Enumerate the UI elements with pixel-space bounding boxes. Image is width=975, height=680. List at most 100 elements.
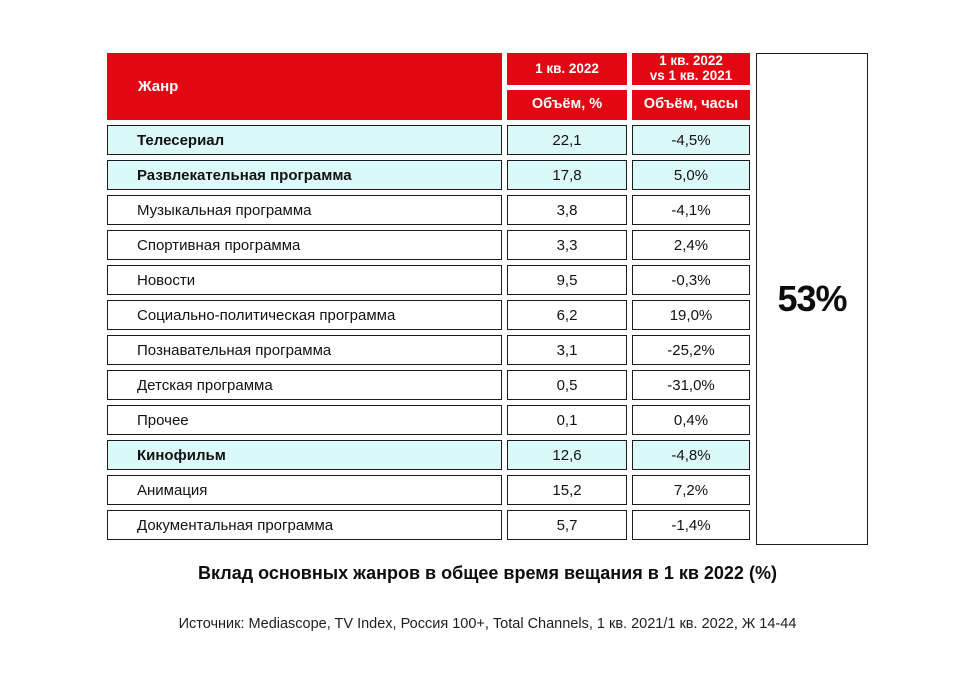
chart-caption: Вклад основных жанров в общее время веща… xyxy=(198,563,777,583)
table-row: Анимация 15,2 7,2% xyxy=(107,475,750,505)
genre-label: Развлекательная программа xyxy=(137,166,352,184)
genre-cell: Кинофильм xyxy=(107,440,502,470)
table-row: Музыкальная программа 3,8 -4,1% xyxy=(107,195,750,225)
change-cell: 2,4% xyxy=(632,230,750,260)
change-cell: -31,0% xyxy=(632,370,750,400)
volume-cell: 22,1 xyxy=(507,125,627,155)
header-change-period-cell: 1 кв. 2022 vs 1 кв. 2021 xyxy=(632,53,750,85)
table-row: Познавательная программа 3,1 -25,2% xyxy=(107,335,750,365)
header-volume-column: 1 кв. 2022 Объём, % xyxy=(507,53,627,120)
genre-cell: Анимация xyxy=(107,475,502,505)
change-cell: -4,5% xyxy=(632,125,750,155)
genres-table: Жанр 1 кв. 2022 Объём, % 1 кв. 2022 vs 1… xyxy=(107,53,750,540)
volume-cell: 3,1 xyxy=(507,335,627,365)
header-volume-metric-cell: Объём, % xyxy=(507,90,627,120)
header-change-column: 1 кв. 2022 vs 1 кв. 2021 Объём, часы xyxy=(632,53,750,120)
header-change-metric-label: Объём, часы xyxy=(643,96,739,113)
volume-value: 3,8 xyxy=(556,201,578,219)
table-row: Детская программа 0,5 -31,0% xyxy=(107,370,750,400)
change-value: -4,5% xyxy=(671,131,711,149)
change-value: 0,4% xyxy=(673,411,709,429)
genre-label: Социально-политическая программа xyxy=(137,306,396,324)
volume-value: 0,1 xyxy=(556,411,578,429)
genre-cell: Детская программа xyxy=(107,370,502,400)
table-row: Документальная программа 5,7 -1,4% xyxy=(107,510,750,540)
table-row: Социально-политическая программа 6,2 19,… xyxy=(107,300,750,330)
change-value: -4,1% xyxy=(671,201,711,219)
volume-value: 12,6 xyxy=(552,446,582,464)
volume-cell: 15,2 xyxy=(507,475,627,505)
source-note: Источник: Mediascope, TV Index, Россия 1… xyxy=(178,616,797,632)
volume-cell: 0,5 xyxy=(507,370,627,400)
change-value: -25,2% xyxy=(667,341,715,359)
volume-value: 3,3 xyxy=(556,236,578,254)
volume-cell: 3,3 xyxy=(507,230,627,260)
volume-value: 22,1 xyxy=(552,131,582,149)
header-volume-period-cell: 1 кв. 2022 xyxy=(507,53,627,85)
genre-cell: Социально-политическая программа xyxy=(107,300,502,330)
volume-cell: 3,8 xyxy=(507,195,627,225)
genre-cell: Музыкальная программа xyxy=(107,195,502,225)
change-value: 7,2% xyxy=(673,481,709,499)
volume-cell: 6,2 xyxy=(507,300,627,330)
change-cell: -25,2% xyxy=(632,335,750,365)
genre-label: Анимация xyxy=(137,481,208,499)
table-row: Новости 9,5 -0,3% xyxy=(107,265,750,295)
change-value: -0,3% xyxy=(671,271,711,289)
table-header: Жанр 1 кв. 2022 Объём, % 1 кв. 2022 vs 1… xyxy=(107,53,750,120)
header-genre-cell: Жанр xyxy=(107,53,502,120)
volume-value: 6,2 xyxy=(556,306,578,324)
header-genre-label: Жанр xyxy=(138,78,179,95)
volume-cell: 12,6 xyxy=(507,440,627,470)
genre-label: Новости xyxy=(137,271,196,289)
change-value: -1,4% xyxy=(671,516,711,534)
change-cell: -0,3% xyxy=(632,265,750,295)
table-row: Спортивная программа 3,3 2,4% xyxy=(107,230,750,260)
header-change-metric-cell: Объём, часы xyxy=(632,90,750,120)
change-value: -4,8% xyxy=(671,446,711,464)
genre-cell: Прочее xyxy=(107,405,502,435)
change-value: -31,0% xyxy=(667,376,715,394)
genre-cell: Телесериал xyxy=(107,125,502,155)
change-cell: -4,8% xyxy=(632,440,750,470)
volume-cell: 9,5 xyxy=(507,265,627,295)
genre-label: Спортивная программа xyxy=(137,236,301,254)
change-cell: 7,2% xyxy=(632,475,750,505)
genre-label: Документальная программа xyxy=(137,516,334,534)
header-volume-metric-label: Объём, % xyxy=(531,96,603,113)
genre-cell: Новости xyxy=(107,265,502,295)
change-cell: 19,0% xyxy=(632,300,750,330)
genre-label: Телесериал xyxy=(137,131,225,149)
change-value: 19,0% xyxy=(669,306,713,324)
genre-label: Познавательная программа xyxy=(137,341,332,359)
total-share-box: 53% xyxy=(756,53,868,545)
volume-value: 0,5 xyxy=(556,376,578,394)
header-volume-period-label: 1 кв. 2022 xyxy=(535,60,599,76)
table-row: Телесериал 22,1 -4,5% xyxy=(107,125,750,155)
genre-label: Детская программа xyxy=(137,376,273,394)
change-value: 5,0% xyxy=(673,166,709,184)
genre-cell: Познавательная программа xyxy=(107,335,502,365)
volume-value: 15,2 xyxy=(552,481,582,499)
volume-cell: 5,7 xyxy=(507,510,627,540)
header-change-period-line2: vs 1 кв. 2021 xyxy=(649,68,733,83)
genre-cell: Спортивная программа xyxy=(107,230,502,260)
volume-cell: 17,8 xyxy=(507,160,627,190)
genre-cell: Развлекательная программа xyxy=(107,160,502,190)
table-row: Развлекательная программа 17,8 5,0% xyxy=(107,160,750,190)
genre-label: Музыкальная программа xyxy=(137,201,312,219)
table-body: Телесериал 22,1 -4,5% Развлекательная пр… xyxy=(107,125,750,540)
genre-cell: Документальная программа xyxy=(107,510,502,540)
change-cell: -4,1% xyxy=(632,195,750,225)
volume-cell: 0,1 xyxy=(507,405,627,435)
genre-label: Кинофильм xyxy=(137,446,226,464)
volume-value: 3,1 xyxy=(556,341,578,359)
change-cell: 0,4% xyxy=(632,405,750,435)
total-share-value: 53% xyxy=(777,278,847,319)
table-row: Прочее 0,1 0,4% xyxy=(107,405,750,435)
header-change-period-line1: 1 кв. 2022 xyxy=(659,53,723,69)
volume-value: 5,7 xyxy=(556,516,578,534)
genre-label: Прочее xyxy=(137,411,189,429)
change-value: 2,4% xyxy=(673,236,709,254)
volume-value: 17,8 xyxy=(552,166,582,184)
